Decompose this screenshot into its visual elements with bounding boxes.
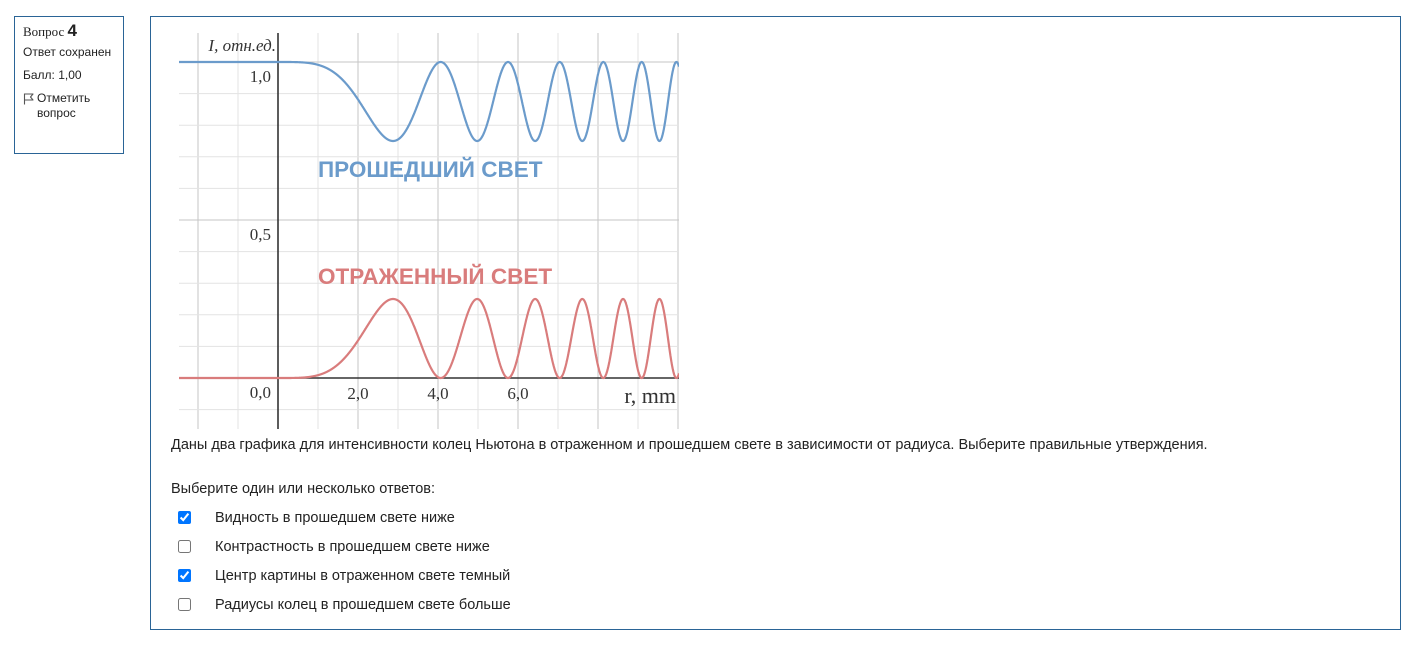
y-axis-label: I, отн.ед. [207,36,276,55]
answer-checkbox[interactable] [178,569,191,582]
flag-icon [23,93,34,105]
answer-label[interactable]: Радиусы колец в прошедшем свете больше [215,596,511,613]
x-tick-label: 6,0 [507,384,528,403]
flag-label: Отметить вопрос [37,91,91,120]
question-text: Даны два графика для интенсивности колец… [171,437,1208,453]
transmitted-series-label: ПРОШЕДШИЙ СВЕТ [318,157,543,182]
answer-label[interactable]: Контрастность в прошедшем свете ниже [215,538,490,555]
answer-checkbox[interactable] [178,511,191,524]
answer-label[interactable]: Видность в прошедшем свете ниже [215,509,455,526]
question-content: ПРОШЕДШИЙ СВЕТ ОТРАЖЕННЫЙ СВЕТ 2,0 4,0 6,0… [150,16,1401,630]
answer-list: Видность в прошедшем свете ниже Контраст… [175,503,511,619]
answer-option: Радиусы колец в прошедшем свете больше [175,590,511,619]
answer-checkbox[interactable] [178,540,191,553]
question-number: 4 [67,21,77,40]
y-tick-label: 0,0 [250,383,271,402]
answer-label[interactable]: Центр картины в отраженном свете темный [215,567,511,584]
answer-option: Центр картины в отраженном свете темный [175,561,511,590]
x-tick-label: 2,0 [347,384,368,403]
newton-rings-chart: ПРОШЕДШИЙ СВЕТ ОТРАЖЕННЫЙ СВЕТ 2,0 4,0 6,0… [179,33,679,429]
answer-option: Видность в прошедшем свете ниже [175,503,511,532]
y-tick-label: 0,5 [250,225,271,244]
reflected-series-label: ОТРАЖЕННЫЙ СВЕТ [318,264,552,289]
reflected-light-curve [179,297,679,380]
question-state: Ответ сохранен [23,45,112,59]
answer-option: Контрастность в прошедшем свете ниже [175,532,511,561]
flag-question-link[interactable]: Отметить вопрос [23,91,115,121]
question-grade: Балл: 1,00 [23,68,82,82]
answer-prompt: Выберите один или несколько ответов: [171,481,436,497]
question-number-line: Вопрос 4 [23,21,115,40]
answer-checkbox[interactable] [178,598,191,611]
question-label: Вопрос [23,24,65,39]
y-tick-label: 1,0 [250,67,271,86]
x-axis-label: r, mm [624,383,676,408]
transmitted-light-curve [179,60,679,143]
x-tick-label: 4,0 [427,384,448,403]
question-info-panel: Вопрос 4 Ответ сохранен Балл: 1,00 Отмет… [14,16,124,154]
